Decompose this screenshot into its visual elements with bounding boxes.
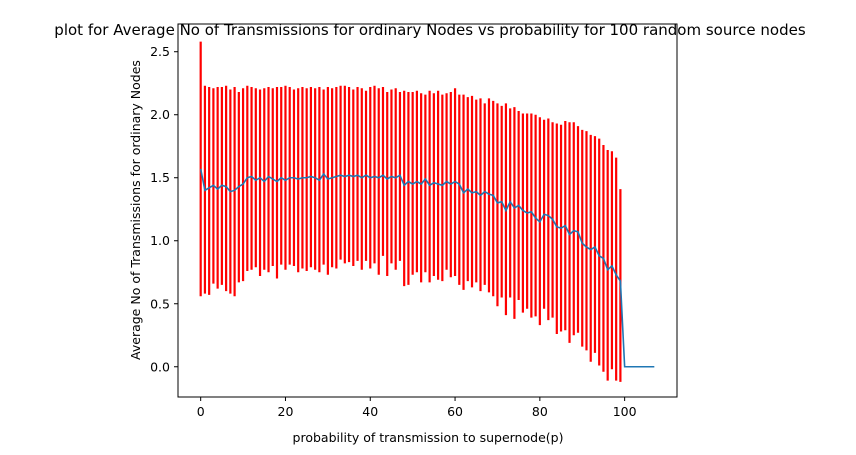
y-axis-label: Average No of Transmissions for ordinary… <box>128 60 143 360</box>
y-tick-label: 1.0 <box>150 233 170 248</box>
x-tick-label: 40 <box>362 404 378 419</box>
x-tick-label: 0 <box>197 404 205 419</box>
y-tick-label: 2.0 <box>150 107 170 122</box>
x-tick-label: 60 <box>447 404 463 419</box>
y-tick-label: 2.5 <box>150 44 170 59</box>
x-tick-label: 100 <box>613 404 637 419</box>
y-tick-label: 0.0 <box>150 359 170 374</box>
y-axis-ticks: 0.0 0.5 1.0 1.5 2.0 2.5 <box>150 44 178 374</box>
mean-line <box>199 168 655 368</box>
chart-title: plot for Average No of Transmissions for… <box>54 21 806 39</box>
mean-line-group <box>199 168 655 368</box>
x-tick-label: 20 <box>278 404 294 419</box>
y-tick-label: 0.5 <box>150 296 170 311</box>
y-tick-label: 1.5 <box>150 170 170 185</box>
plot-frame <box>177 23 678 398</box>
x-axis-ticks: 0 20 40 60 80 100 <box>197 397 637 419</box>
error-bars <box>199 41 622 382</box>
x-axis-label: probability of transmission to supernode… <box>293 430 564 445</box>
x-tick-label: 80 <box>532 404 548 419</box>
